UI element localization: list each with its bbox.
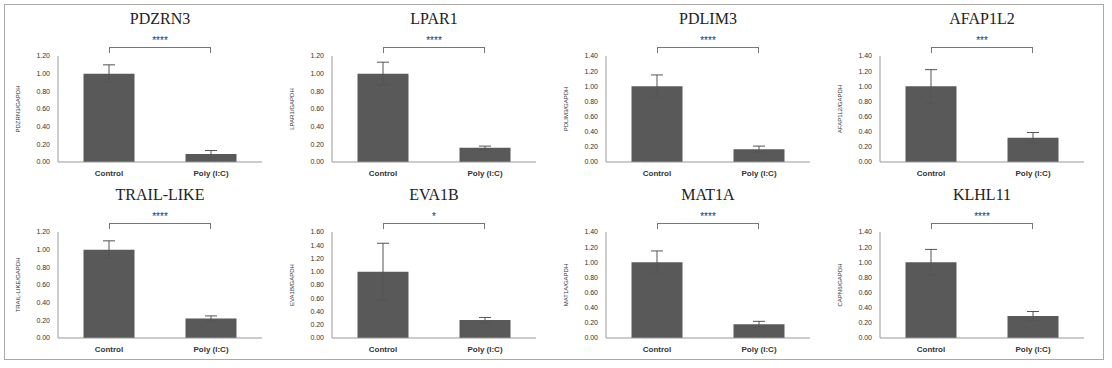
svg-text:Poly (I:C): Poly (I:C) bbox=[741, 169, 776, 178]
html-text:PDLIM3: PDLIM3 bbox=[679, 10, 737, 27]
html-text:MAT1A: MAT1A bbox=[681, 186, 735, 203]
svg-text:Control: Control bbox=[917, 169, 945, 178]
svg-text:0.40: 0.40 bbox=[858, 128, 872, 135]
svg-text:0.60: 0.60 bbox=[310, 295, 324, 302]
svg-text:LPAR1/GAPDH: LPAR1/GAPDH bbox=[289, 88, 295, 130]
svg-text:1.20: 1.20 bbox=[310, 255, 324, 262]
svg-text:0.20: 0.20 bbox=[310, 141, 324, 148]
svg-text:0.00: 0.00 bbox=[584, 334, 598, 341]
svg-text:0.60: 0.60 bbox=[858, 113, 872, 120]
svg-text:0.80: 0.80 bbox=[858, 98, 872, 105]
svg-text:0.20: 0.20 bbox=[36, 141, 50, 148]
html-text:LPAR1: LPAR1 bbox=[410, 10, 458, 27]
svg-text:0.00: 0.00 bbox=[858, 158, 872, 165]
svg-text:Control: Control bbox=[369, 345, 397, 354]
svg-text:0.00: 0.00 bbox=[858, 334, 872, 341]
svg-text:1.00: 1.00 bbox=[858, 259, 872, 266]
html-text:AFAP1L2: AFAP1L2 bbox=[949, 10, 1015, 27]
svg-text:0.60: 0.60 bbox=[36, 281, 50, 288]
svg-text:1.20: 1.20 bbox=[858, 68, 872, 75]
svg-text:Poly (I:C): Poly (I:C) bbox=[193, 169, 228, 178]
svg-text:Poly (I:C): Poly (I:C) bbox=[467, 169, 502, 178]
svg-text:1.00: 1.00 bbox=[584, 83, 598, 90]
svg-text:1.40: 1.40 bbox=[584, 52, 598, 59]
svg-text:0.80: 0.80 bbox=[36, 88, 50, 95]
svg-text:1.20: 1.20 bbox=[858, 244, 872, 251]
svg-text:0.20: 0.20 bbox=[36, 317, 50, 324]
svg-text:MAT1A/GAPDH: MAT1A/GAPDH bbox=[563, 264, 569, 307]
svg-text:Poly (I:C): Poly (I:C) bbox=[741, 345, 776, 354]
svg-text:Control: Control bbox=[917, 345, 945, 354]
svg-text:1.00: 1.00 bbox=[36, 246, 50, 253]
svg-text:0.40: 0.40 bbox=[36, 123, 50, 130]
svg-text:TRAIL-LIKE/GAPDH: TRAIL-LIKE/GAPDH bbox=[15, 257, 21, 312]
svg-text:0.40: 0.40 bbox=[584, 128, 598, 135]
svg-text:0.00: 0.00 bbox=[584, 158, 598, 165]
svg-text:Poly (I:C): Poly (I:C) bbox=[467, 345, 502, 354]
svg-text:Control: Control bbox=[95, 345, 123, 354]
svg-text:0.20: 0.20 bbox=[584, 143, 598, 150]
html-text:TRAIL-LIKE: TRAIL-LIKE bbox=[115, 186, 205, 203]
svg-text:PDZRN3/GAPDH: PDZRN3/GAPDH bbox=[15, 85, 21, 132]
svg-text:1.00: 1.00 bbox=[858, 83, 872, 90]
svg-text:1.00: 1.00 bbox=[36, 70, 50, 77]
svg-text:0.00: 0.00 bbox=[310, 158, 324, 165]
svg-text:1.20: 1.20 bbox=[584, 244, 598, 251]
svg-text:0.60: 0.60 bbox=[36, 105, 50, 112]
svg-text:0.00: 0.00 bbox=[310, 334, 324, 341]
svg-text:0.80: 0.80 bbox=[310, 88, 324, 95]
svg-text:0.40: 0.40 bbox=[584, 304, 598, 311]
svg-text:1.60: 1.60 bbox=[310, 228, 324, 235]
svg-text:0.20: 0.20 bbox=[584, 319, 598, 326]
svg-text:1.40: 1.40 bbox=[584, 228, 598, 235]
svg-text:1.40: 1.40 bbox=[310, 242, 324, 249]
svg-text:1.00: 1.00 bbox=[310, 70, 324, 77]
svg-text:AFAP1L2/GAPDH: AFAP1L2/GAPDH bbox=[837, 85, 843, 133]
svg-text:0.00: 0.00 bbox=[36, 158, 50, 165]
svg-text:0.80: 0.80 bbox=[36, 264, 50, 271]
svg-text:0.40: 0.40 bbox=[310, 123, 324, 130]
svg-text:Poly (I:C): Poly (I:C) bbox=[1015, 169, 1050, 178]
svg-text:PDLIM3/GAPDH: PDLIM3/GAPDH bbox=[563, 87, 569, 132]
svg-text:Control: Control bbox=[643, 169, 671, 178]
svg-text:1.20: 1.20 bbox=[36, 228, 50, 235]
svg-text:0.40: 0.40 bbox=[36, 299, 50, 306]
svg-text:EVA1B/GAPDH: EVA1B/GAPDH bbox=[289, 264, 295, 306]
svg-text:1.40: 1.40 bbox=[858, 52, 872, 59]
svg-text:0.40: 0.40 bbox=[858, 304, 872, 311]
svg-text:0.80: 0.80 bbox=[310, 281, 324, 288]
svg-text:CAPN6/GAPDH: CAPN6/GAPDH bbox=[837, 263, 843, 306]
svg-text:0.80: 0.80 bbox=[584, 274, 598, 281]
html-text:EVA1B: EVA1B bbox=[409, 186, 459, 203]
svg-text:1.00: 1.00 bbox=[584, 259, 598, 266]
svg-text:1.00: 1.00 bbox=[310, 268, 324, 275]
svg-text:1.20: 1.20 bbox=[36, 52, 50, 59]
svg-text:0.20: 0.20 bbox=[858, 143, 872, 150]
svg-text:0.60: 0.60 bbox=[584, 113, 598, 120]
html-text:KLHL11: KLHL11 bbox=[953, 186, 1011, 203]
svg-text:0.60: 0.60 bbox=[858, 289, 872, 296]
svg-text:Poly (I:C): Poly (I:C) bbox=[1015, 345, 1050, 354]
svg-text:Control: Control bbox=[95, 169, 123, 178]
svg-text:0.80: 0.80 bbox=[584, 98, 598, 105]
html-text:PDZRN3: PDZRN3 bbox=[129, 10, 191, 27]
svg-text:Poly (I:C): Poly (I:C) bbox=[193, 345, 228, 354]
svg-text:0.60: 0.60 bbox=[584, 289, 598, 296]
svg-text:0.00: 0.00 bbox=[36, 334, 50, 341]
svg-text:Control: Control bbox=[369, 169, 397, 178]
svg-text:0.20: 0.20 bbox=[858, 319, 872, 326]
svg-text:0.20: 0.20 bbox=[310, 321, 324, 328]
svg-text:1.20: 1.20 bbox=[310, 52, 324, 59]
svg-text:1.20: 1.20 bbox=[584, 68, 598, 75]
svg-text:0.80: 0.80 bbox=[858, 274, 872, 281]
svg-text:0.60: 0.60 bbox=[310, 105, 324, 112]
svg-text:Control: Control bbox=[643, 345, 671, 354]
svg-text:1.40: 1.40 bbox=[858, 228, 872, 235]
svg-text:0.40: 0.40 bbox=[310, 308, 324, 315]
